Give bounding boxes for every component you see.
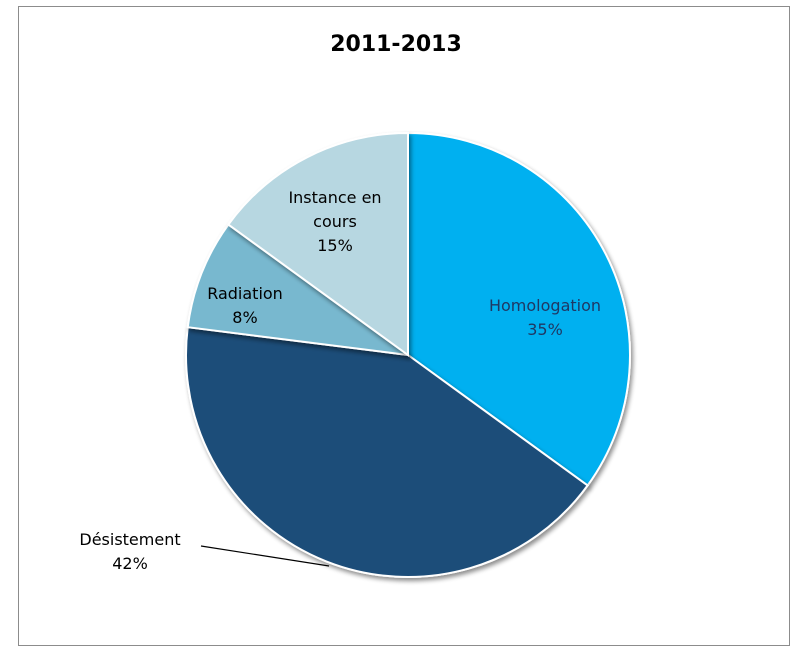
pie-slice-homologation — [407, 131, 631, 487]
chart-title: 2011-2013 — [330, 32, 462, 57]
slice-category-text: Instance en — [288, 188, 382, 207]
pie-slice-desistement — [185, 326, 589, 578]
slice-category-text: Homologation — [488, 296, 602, 315]
leader-lines — [200, 545, 330, 567]
slice-value-text: 42% — [112, 554, 148, 573]
slice-label-radiation: Radiation 8% — [207, 282, 283, 330]
slice-label-desistement: Désistement 42% — [79, 528, 180, 576]
pie-slices — [185, 131, 631, 578]
pie-slice-instance-en-cours — [227, 131, 409, 357]
slice-value-text: 35% — [527, 320, 563, 339]
leader-line-desistement — [200, 545, 330, 567]
slice-label-homologation: Homologation 35% — [489, 294, 601, 342]
slice-category-text: Désistement — [79, 530, 181, 549]
slice-value-text: 8% — [232, 308, 258, 327]
slice-value-text: 15% — [317, 236, 353, 255]
slice-label-instance-en-cours: Instance en cours 15% — [288, 186, 381, 258]
pie-slice-radiation — [186, 223, 409, 356]
slice-category-text: cours — [313, 212, 357, 231]
slice-category-text: Radiation — [207, 284, 283, 303]
